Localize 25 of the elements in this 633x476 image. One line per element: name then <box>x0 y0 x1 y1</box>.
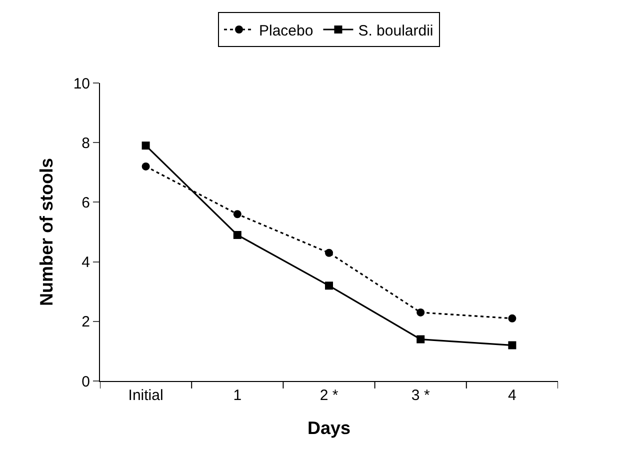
y-tick-label: 6 <box>82 194 90 212</box>
y-tick-label: 8 <box>82 134 90 152</box>
x-tick-label: 1 <box>233 387 242 404</box>
x-tick-label: Initial <box>128 387 164 404</box>
point <box>233 210 242 218</box>
point <box>233 230 242 239</box>
x-tick-label: 3 * <box>411 387 430 404</box>
point <box>416 308 425 316</box>
x-axis-title: Days <box>307 418 351 438</box>
point <box>142 142 150 150</box>
point <box>325 282 333 290</box>
y-tick-label: 0 <box>82 373 90 390</box>
point <box>508 314 516 322</box>
legend-label: Placebo <box>259 22 314 40</box>
point <box>416 335 425 344</box>
x-tick-label: 2 * <box>320 387 338 404</box>
y-tick-label: 10 <box>73 75 90 92</box>
legend-label: S. boulardii <box>358 22 434 40</box>
point <box>325 248 333 257</box>
y-axis-title: Number of stools <box>36 158 57 306</box>
x-tick-label: 4 <box>508 387 516 404</box>
point <box>508 341 516 350</box>
y-tick-label: 4 <box>82 254 90 272</box>
y-tick-label: 2 <box>82 314 90 331</box>
point <box>142 162 150 170</box>
